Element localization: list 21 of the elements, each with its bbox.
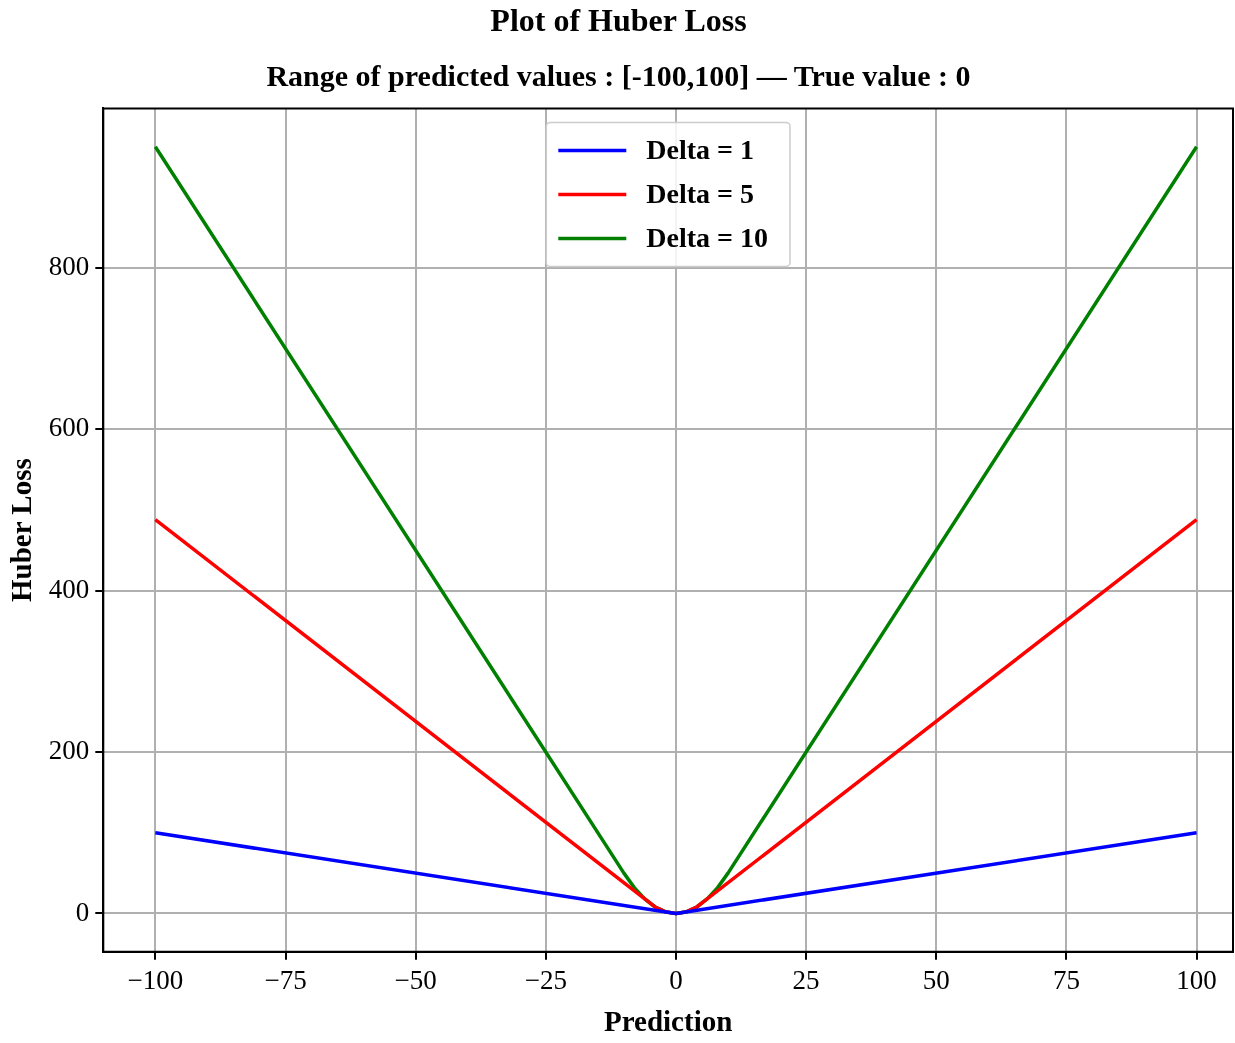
x-tick-label: 50 xyxy=(922,965,950,996)
y-axis-title: Huber Loss xyxy=(4,458,37,602)
x-tick-label: −100 xyxy=(127,965,184,996)
x-tick-label: −25 xyxy=(524,965,567,996)
x-axis-title: Prediction xyxy=(603,1005,733,1038)
chart-subtitle: Range of predicted values : [-100,100] — True value : 0 xyxy=(266,59,971,93)
y-tick-label: 0 xyxy=(75,896,90,927)
x-tick-label: −75 xyxy=(264,965,307,996)
y-tick-label: 400 xyxy=(48,573,90,604)
x-tick-label: 0 xyxy=(669,965,683,996)
legend-label: Delta = 1 xyxy=(646,133,755,165)
chart-title: Plot of Huber Loss xyxy=(490,2,747,39)
y-tick-label: 200 xyxy=(48,735,90,766)
x-tick-label: −50 xyxy=(394,965,437,996)
x-tick-label: 25 xyxy=(792,965,820,996)
x-tick-label: 75 xyxy=(1052,965,1080,996)
x-tick-label: 100 xyxy=(1176,965,1217,996)
y-tick-label: 600 xyxy=(48,412,90,443)
legend-label: Delta = 10 xyxy=(646,221,769,253)
legend-label: Delta = 5 xyxy=(646,177,755,209)
y-tick-label: 800 xyxy=(48,250,90,281)
